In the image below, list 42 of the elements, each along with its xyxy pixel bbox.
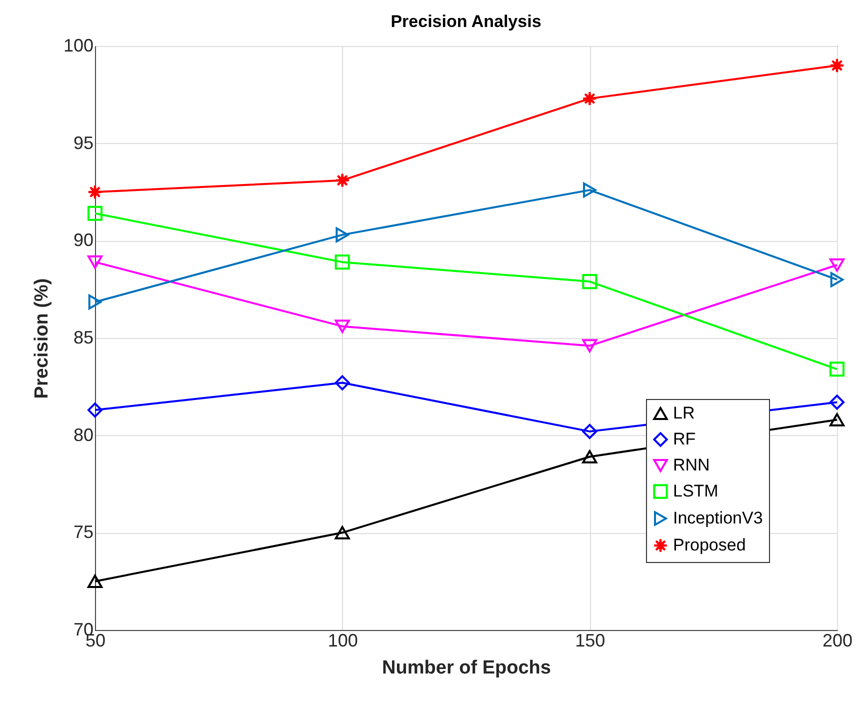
- point: [829, 413, 845, 426]
- point: [582, 339, 598, 352]
- x-tick-label: 150: [575, 630, 606, 650]
- legend-label: RF: [673, 430, 696, 448]
- point: [582, 424, 598, 439]
- point: [582, 274, 598, 290]
- point: [334, 254, 350, 270]
- point: [87, 402, 103, 418]
- x-axis-title: Number of Epochs: [382, 658, 551, 678]
- point: [829, 362, 845, 377]
- point: [334, 320, 350, 333]
- point: [829, 258, 845, 272]
- point: [334, 526, 350, 540]
- point: [582, 450, 598, 464]
- point: [583, 182, 596, 198]
- point: [87, 206, 103, 221]
- point: [829, 394, 845, 410]
- legend-label: RNN: [673, 456, 710, 474]
- point: [334, 172, 350, 188]
- x-tick-label: 200: [822, 630, 853, 650]
- point: [336, 227, 349, 242]
- legend-label: LSTM: [673, 482, 718, 500]
- y-tick-label: 80: [73, 424, 94, 445]
- point: [88, 294, 102, 310]
- legend-label: LR: [673, 404, 695, 422]
- y-tick-label: 75: [73, 522, 94, 542]
- legend-label: Proposed: [673, 536, 746, 554]
- y-tick-label: 95: [73, 132, 94, 153]
- point: [87, 574, 103, 588]
- point: [830, 272, 844, 288]
- point: [334, 375, 350, 390]
- y-tick-label: 85: [73, 328, 94, 348]
- chart-title: Precision Analysis: [390, 12, 542, 31]
- x-tick-label: 100: [328, 630, 358, 650]
- point: [829, 58, 845, 73]
- y-tick-label: 90: [73, 230, 94, 250]
- point: [87, 255, 103, 269]
- y-axis-title: Precision (%): [31, 278, 52, 399]
- point: [582, 91, 598, 106]
- y-tick-label: 100: [63, 36, 94, 56]
- legend-label: InceptionV3: [673, 508, 763, 528]
- point: [87, 184, 103, 200]
